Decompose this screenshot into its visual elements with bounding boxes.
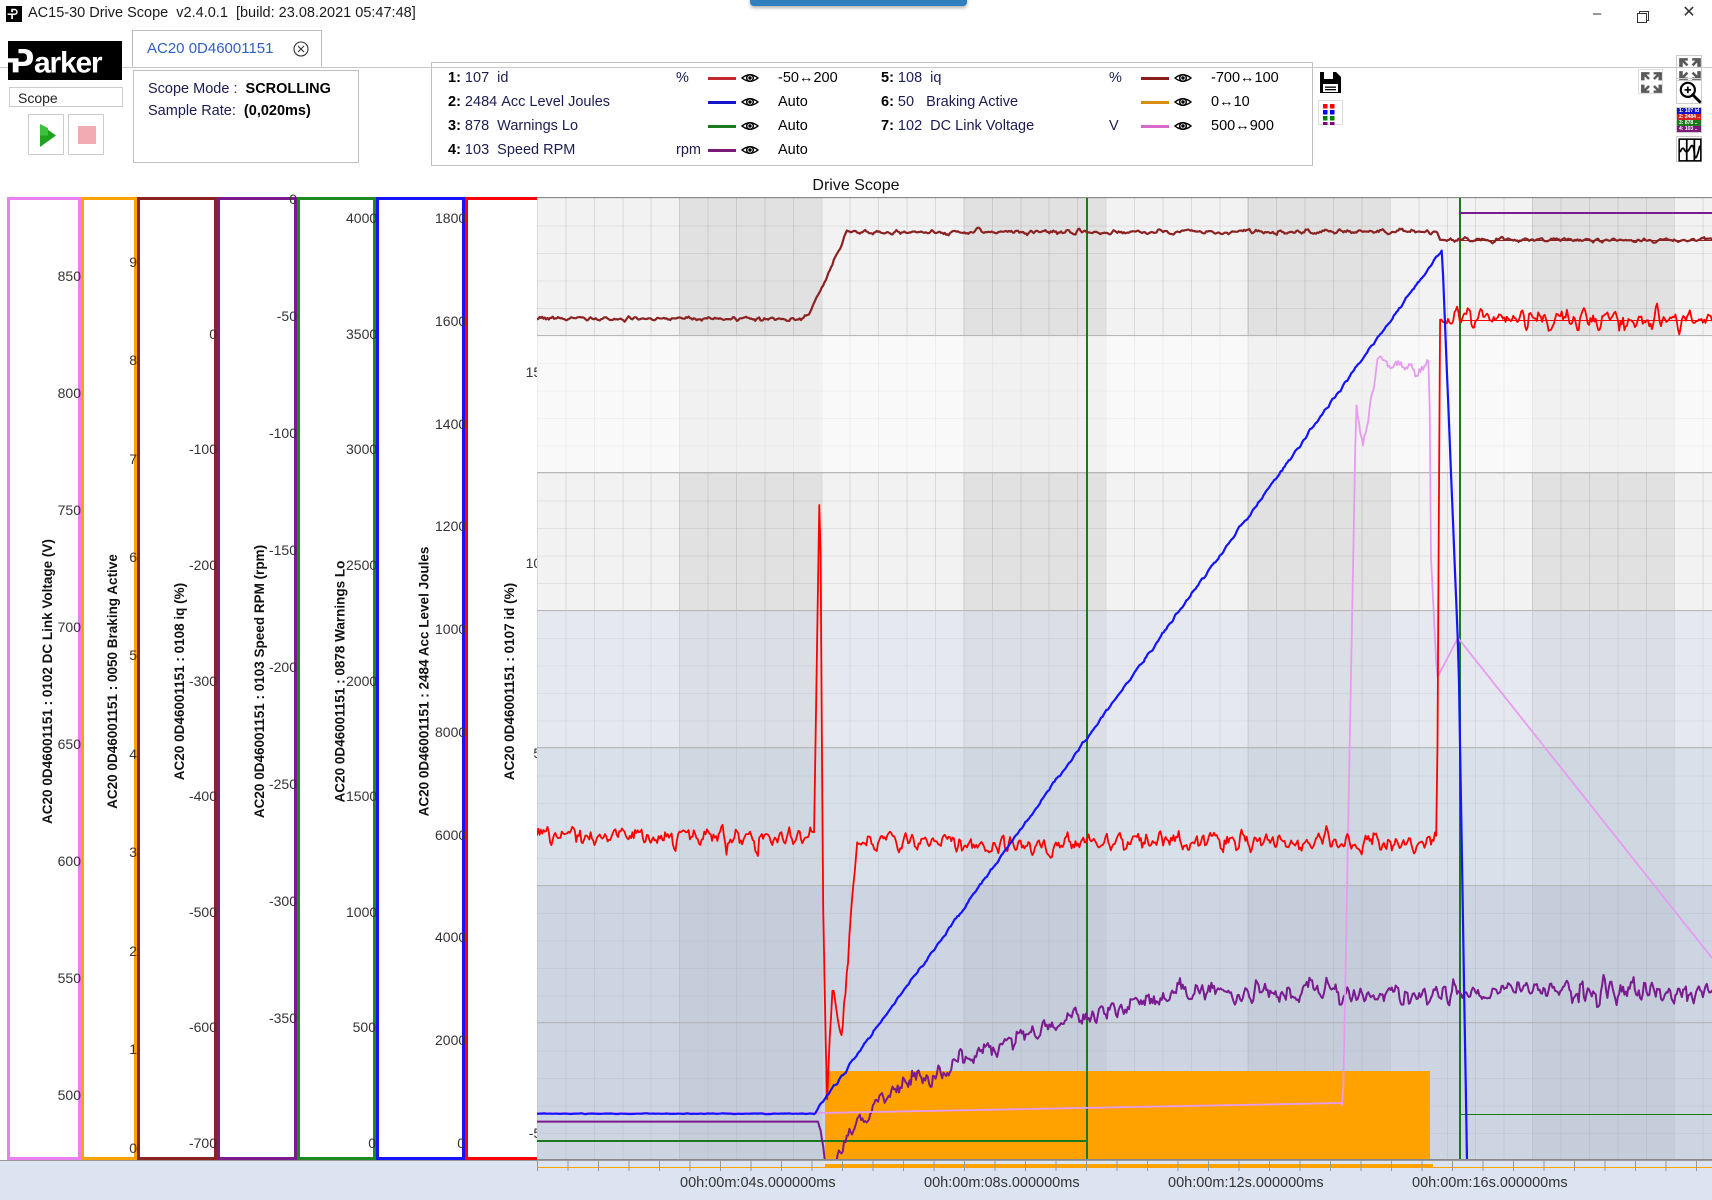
svg-text:arker: arker	[34, 47, 103, 80]
